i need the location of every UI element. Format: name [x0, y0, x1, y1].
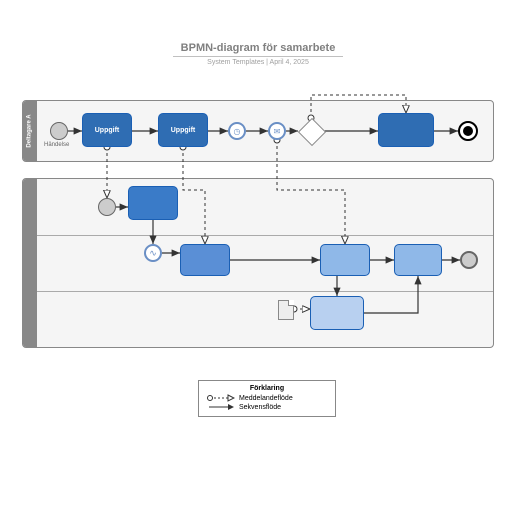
task-taskB5 [394, 244, 442, 276]
task-taskA2: Uppgift [158, 113, 208, 147]
start-event-startB [98, 198, 116, 216]
task-taskB2 [180, 244, 230, 276]
lane-divider [37, 235, 493, 236]
task-taskB1 [128, 186, 178, 220]
data-object-icon [278, 300, 294, 320]
task-taskA1: Uppgift [82, 113, 132, 147]
legend-title: Förklaring [207, 385, 327, 392]
diagram-title: BPMN-diagram för samarbete [0, 0, 516, 54]
task-taskB3 [320, 244, 370, 276]
legend-seq-label: Sekvensflöde [239, 404, 281, 411]
pool-b-label [23, 179, 37, 347]
pool-a-label: Deltagare A [23, 101, 37, 161]
task-taskA3 [378, 113, 434, 147]
timer-event-icon: ◷ [228, 122, 246, 140]
pool-a-label-text: Deltagare A [27, 114, 33, 147]
end-event-endB [460, 251, 478, 269]
legend-row-seq: Sekvensflöde [207, 403, 327, 411]
legend-row-msg: Meddelandeflöde [207, 394, 327, 402]
legend: Förklaring Meddelandeflöde Sekvensflöde [198, 380, 336, 417]
task-taskB4 [310, 296, 364, 330]
message-event-icon: ✉ [268, 122, 286, 140]
legend-msg-label: Meddelandeflöde [239, 395, 293, 402]
title-underline [173, 56, 343, 57]
event-label: Händelse [44, 142, 69, 148]
start-event-startA [50, 122, 68, 140]
signal-event-icon: ∿ [144, 244, 162, 262]
end-event-endA [458, 121, 478, 141]
bpmn-canvas: BPMN-diagram för samarbete System Templa… [0, 0, 516, 516]
lane-divider [37, 291, 493, 292]
diagram-subtitle: System Templates | April 4, 2025 [0, 59, 516, 68]
